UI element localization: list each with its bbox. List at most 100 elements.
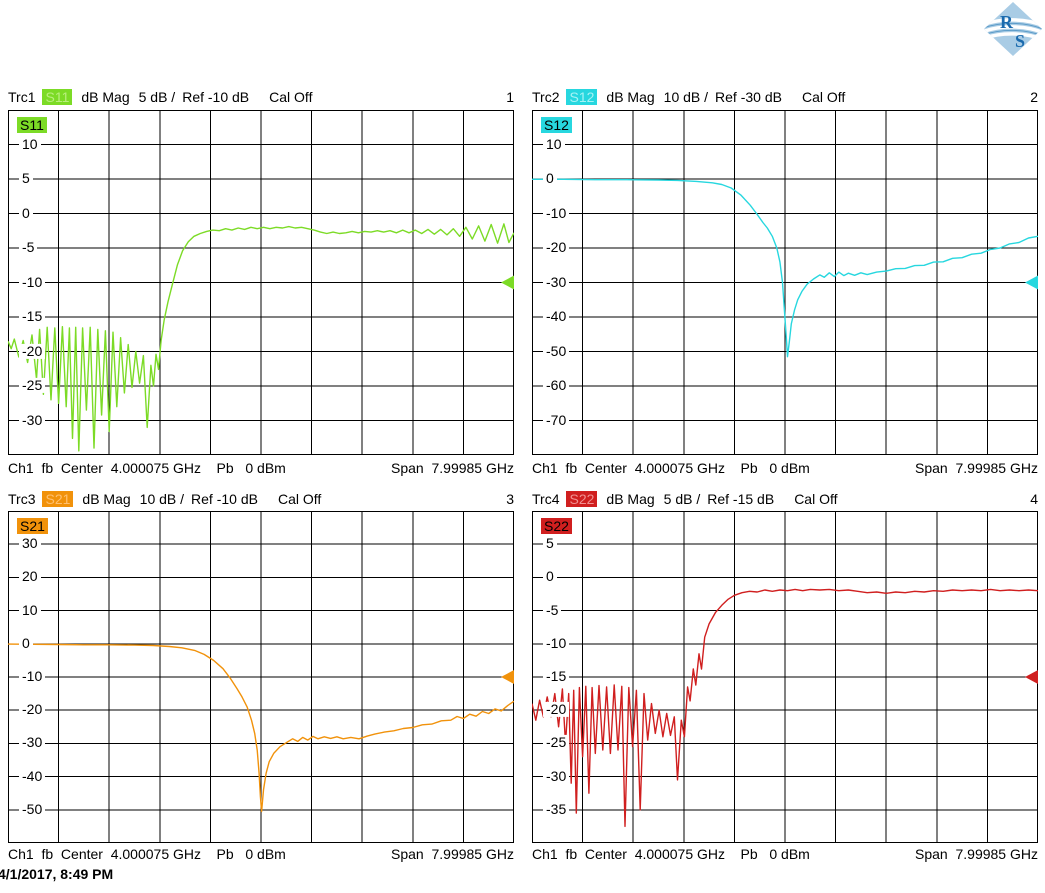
y-axis-label: -5 xyxy=(543,602,562,618)
rohde-schwarz-logo: R S xyxy=(984,2,1042,56)
channel-sweep-info: Ch1 fb Center 4.000075 GHz Pb 0 dBm xyxy=(8,460,286,476)
trace-ref-level: Ref -15 dB xyxy=(707,490,775,507)
trace-cal-status: Cal Off xyxy=(277,490,322,507)
y-axis-label: -10 xyxy=(543,635,570,651)
y-axis-label: -20 xyxy=(543,702,570,718)
trace-cal-status: Cal Off xyxy=(794,490,838,507)
y-axis-label: -10 xyxy=(19,668,46,684)
plot-canvas-s12 xyxy=(532,110,1038,455)
trace-curve-s11 xyxy=(8,223,514,452)
diagram-area-number: 4 xyxy=(1030,490,1038,507)
channel-footer: Ch1 fb Center 4.000075 GHz Pb 0 dBm Span … xyxy=(8,460,514,476)
trace-param-badge: S21 xyxy=(42,490,74,507)
y-axis-label: -20 xyxy=(19,343,46,359)
trace-cal-status: Cal Off xyxy=(801,88,846,105)
plot-grid xyxy=(532,511,1038,843)
trace-param-badge: S22 xyxy=(566,490,598,507)
channel-span-info: Span 7.99985 GHz xyxy=(391,846,514,862)
trace-ref-level: Ref -10 dB xyxy=(191,490,258,507)
y-axis-label: 5 xyxy=(19,170,33,186)
ref-level-marker-s22[interactable] xyxy=(1025,670,1038,684)
plot-grid xyxy=(8,511,514,843)
y-axis-label: -20 xyxy=(543,239,570,255)
trace-format: dB Mag xyxy=(606,490,655,507)
ref-level-marker-s11[interactable] xyxy=(501,275,514,290)
y-axis-label: -40 xyxy=(543,308,570,324)
logo-letter-s: S xyxy=(1015,31,1025,51)
plot-area-s21: 30 20 10 0 -10 -20 -30 -40 -50 S21 xyxy=(8,511,514,843)
y-axis-label: -50 xyxy=(543,343,570,359)
plot-grid xyxy=(8,110,514,455)
y-axis-label: 20 xyxy=(19,569,41,585)
channel-footer: Ch1 fb Center 4.000075 GHz Pb 0 dBm Span … xyxy=(532,460,1038,476)
trace-param-badge: S11 xyxy=(42,88,73,105)
y-axis-label: -60 xyxy=(543,377,570,393)
trace-scale: 10 dB / xyxy=(663,88,709,105)
channel-sweep-info: Ch1 fb Center 4.000075 GHz Pb 0 dBm xyxy=(532,460,810,476)
y-axis-label: -70 xyxy=(543,412,570,428)
plot-param-badge: S12 xyxy=(541,117,572,133)
plot-area-s12: 10 0 -10 -20 -30 -40 -50 -60 -70 S12 xyxy=(532,110,1038,455)
channel-span-info: Span 7.99985 GHz xyxy=(915,846,1038,862)
trace-name: Trc1 xyxy=(8,88,36,105)
trace-format: dB Mag xyxy=(81,88,130,105)
channel-span-info: Span 7.99985 GHz xyxy=(391,460,514,476)
y-axis-label: 10 xyxy=(543,136,565,152)
trace-curve-s22 xyxy=(532,588,1038,828)
y-axis-label: -30 xyxy=(543,274,570,290)
y-axis-label: -25 xyxy=(543,735,570,751)
channel-sweep-info: Ch1 fb Center 4.000075 GHz Pb 0 dBm xyxy=(532,846,810,862)
y-axis-label: -30 xyxy=(19,412,46,428)
trace-curve-s21 xyxy=(8,643,514,813)
plot-param-badge: S21 xyxy=(17,518,48,534)
y-axis-label: -50 xyxy=(19,801,46,817)
y-axis-label: -15 xyxy=(19,308,46,324)
trace-scale: 10 dB / xyxy=(139,490,185,507)
trace-scale: 5 dB / xyxy=(138,88,176,105)
y-axis-label: -15 xyxy=(543,668,570,684)
ref-level-marker-s12[interactable] xyxy=(1025,275,1038,290)
y-axis-label: 30 xyxy=(19,536,41,552)
plot-area-s11: 10 5 0 -5 -10 -15 -20 -25 -30 S11 xyxy=(8,110,514,455)
channel-footer: Ch1 fb Center 4.000075 GHz Pb 0 dBm Span … xyxy=(532,846,1038,862)
y-axis-label: 0 xyxy=(543,569,557,585)
diagram-area-number: 2 xyxy=(1030,88,1038,105)
trace-name: Trc2 xyxy=(532,88,560,105)
trace-header-s21[interactable]: Trc3 S21 dB Mag 10 dB / Ref -10 dB Cal Off 3 xyxy=(8,490,514,507)
plot-param-badge: S11 xyxy=(17,117,47,133)
plot-grid xyxy=(532,110,1038,455)
plot-canvas-s22 xyxy=(532,511,1038,843)
y-axis-label: 0 xyxy=(543,170,557,186)
plot-canvas-s11 xyxy=(8,110,514,455)
diagram-area-number: 3 xyxy=(506,490,514,507)
trace-header-s11[interactable]: Trc1 S11 dB Mag 5 dB / Ref -10 dB Cal Off 1 xyxy=(8,88,514,105)
y-axis-label: 10 xyxy=(19,602,41,618)
y-axis-label: -30 xyxy=(19,735,46,751)
y-axis-label: -5 xyxy=(19,239,38,255)
plot-param-badge: S22 xyxy=(541,518,572,534)
channel-sweep-info: Ch1 fb Center 4.000075 GHz Pb 0 dBm xyxy=(8,846,286,862)
y-axis-label: -10 xyxy=(543,205,570,221)
trace-header-s12[interactable]: Trc2 S12 dB Mag 10 dB / Ref -30 dB Cal Off 2 xyxy=(532,88,1038,105)
trace-header-s22[interactable]: Trc4 S22 dB Mag 5 dB / Ref -15 dB Cal Off 4 xyxy=(532,490,1038,507)
timestamp: 4/1/2017, 8:49 PM xyxy=(0,866,114,882)
logo-diamond xyxy=(984,2,1042,56)
trace-cal-status: Cal Off xyxy=(269,88,313,105)
trace-ref-level: Ref -10 dB xyxy=(182,88,250,105)
plot-canvas-s21 xyxy=(8,511,514,843)
trace-curve-s12 xyxy=(532,178,1038,358)
trace-format: dB Mag xyxy=(82,490,131,507)
y-axis-label: 10 xyxy=(19,136,41,152)
trace-scale: 5 dB / xyxy=(663,490,701,507)
ref-level-marker-s21[interactable] xyxy=(501,670,514,684)
plot-area-s22: 5 0 -5 -10 -15 -20 -25 -30 -35 S22 xyxy=(532,511,1038,843)
trace-name: Trc3 xyxy=(8,490,36,507)
y-axis-label: -25 xyxy=(19,377,46,393)
logo-letter-r: R xyxy=(1000,12,1014,32)
y-axis-label: -20 xyxy=(19,702,46,718)
y-axis-label: -40 xyxy=(19,768,46,784)
y-axis-label: -35 xyxy=(543,801,570,817)
y-axis-label: 0 xyxy=(19,635,33,651)
trace-name: Trc4 xyxy=(532,490,560,507)
y-axis-label: 5 xyxy=(543,536,557,552)
